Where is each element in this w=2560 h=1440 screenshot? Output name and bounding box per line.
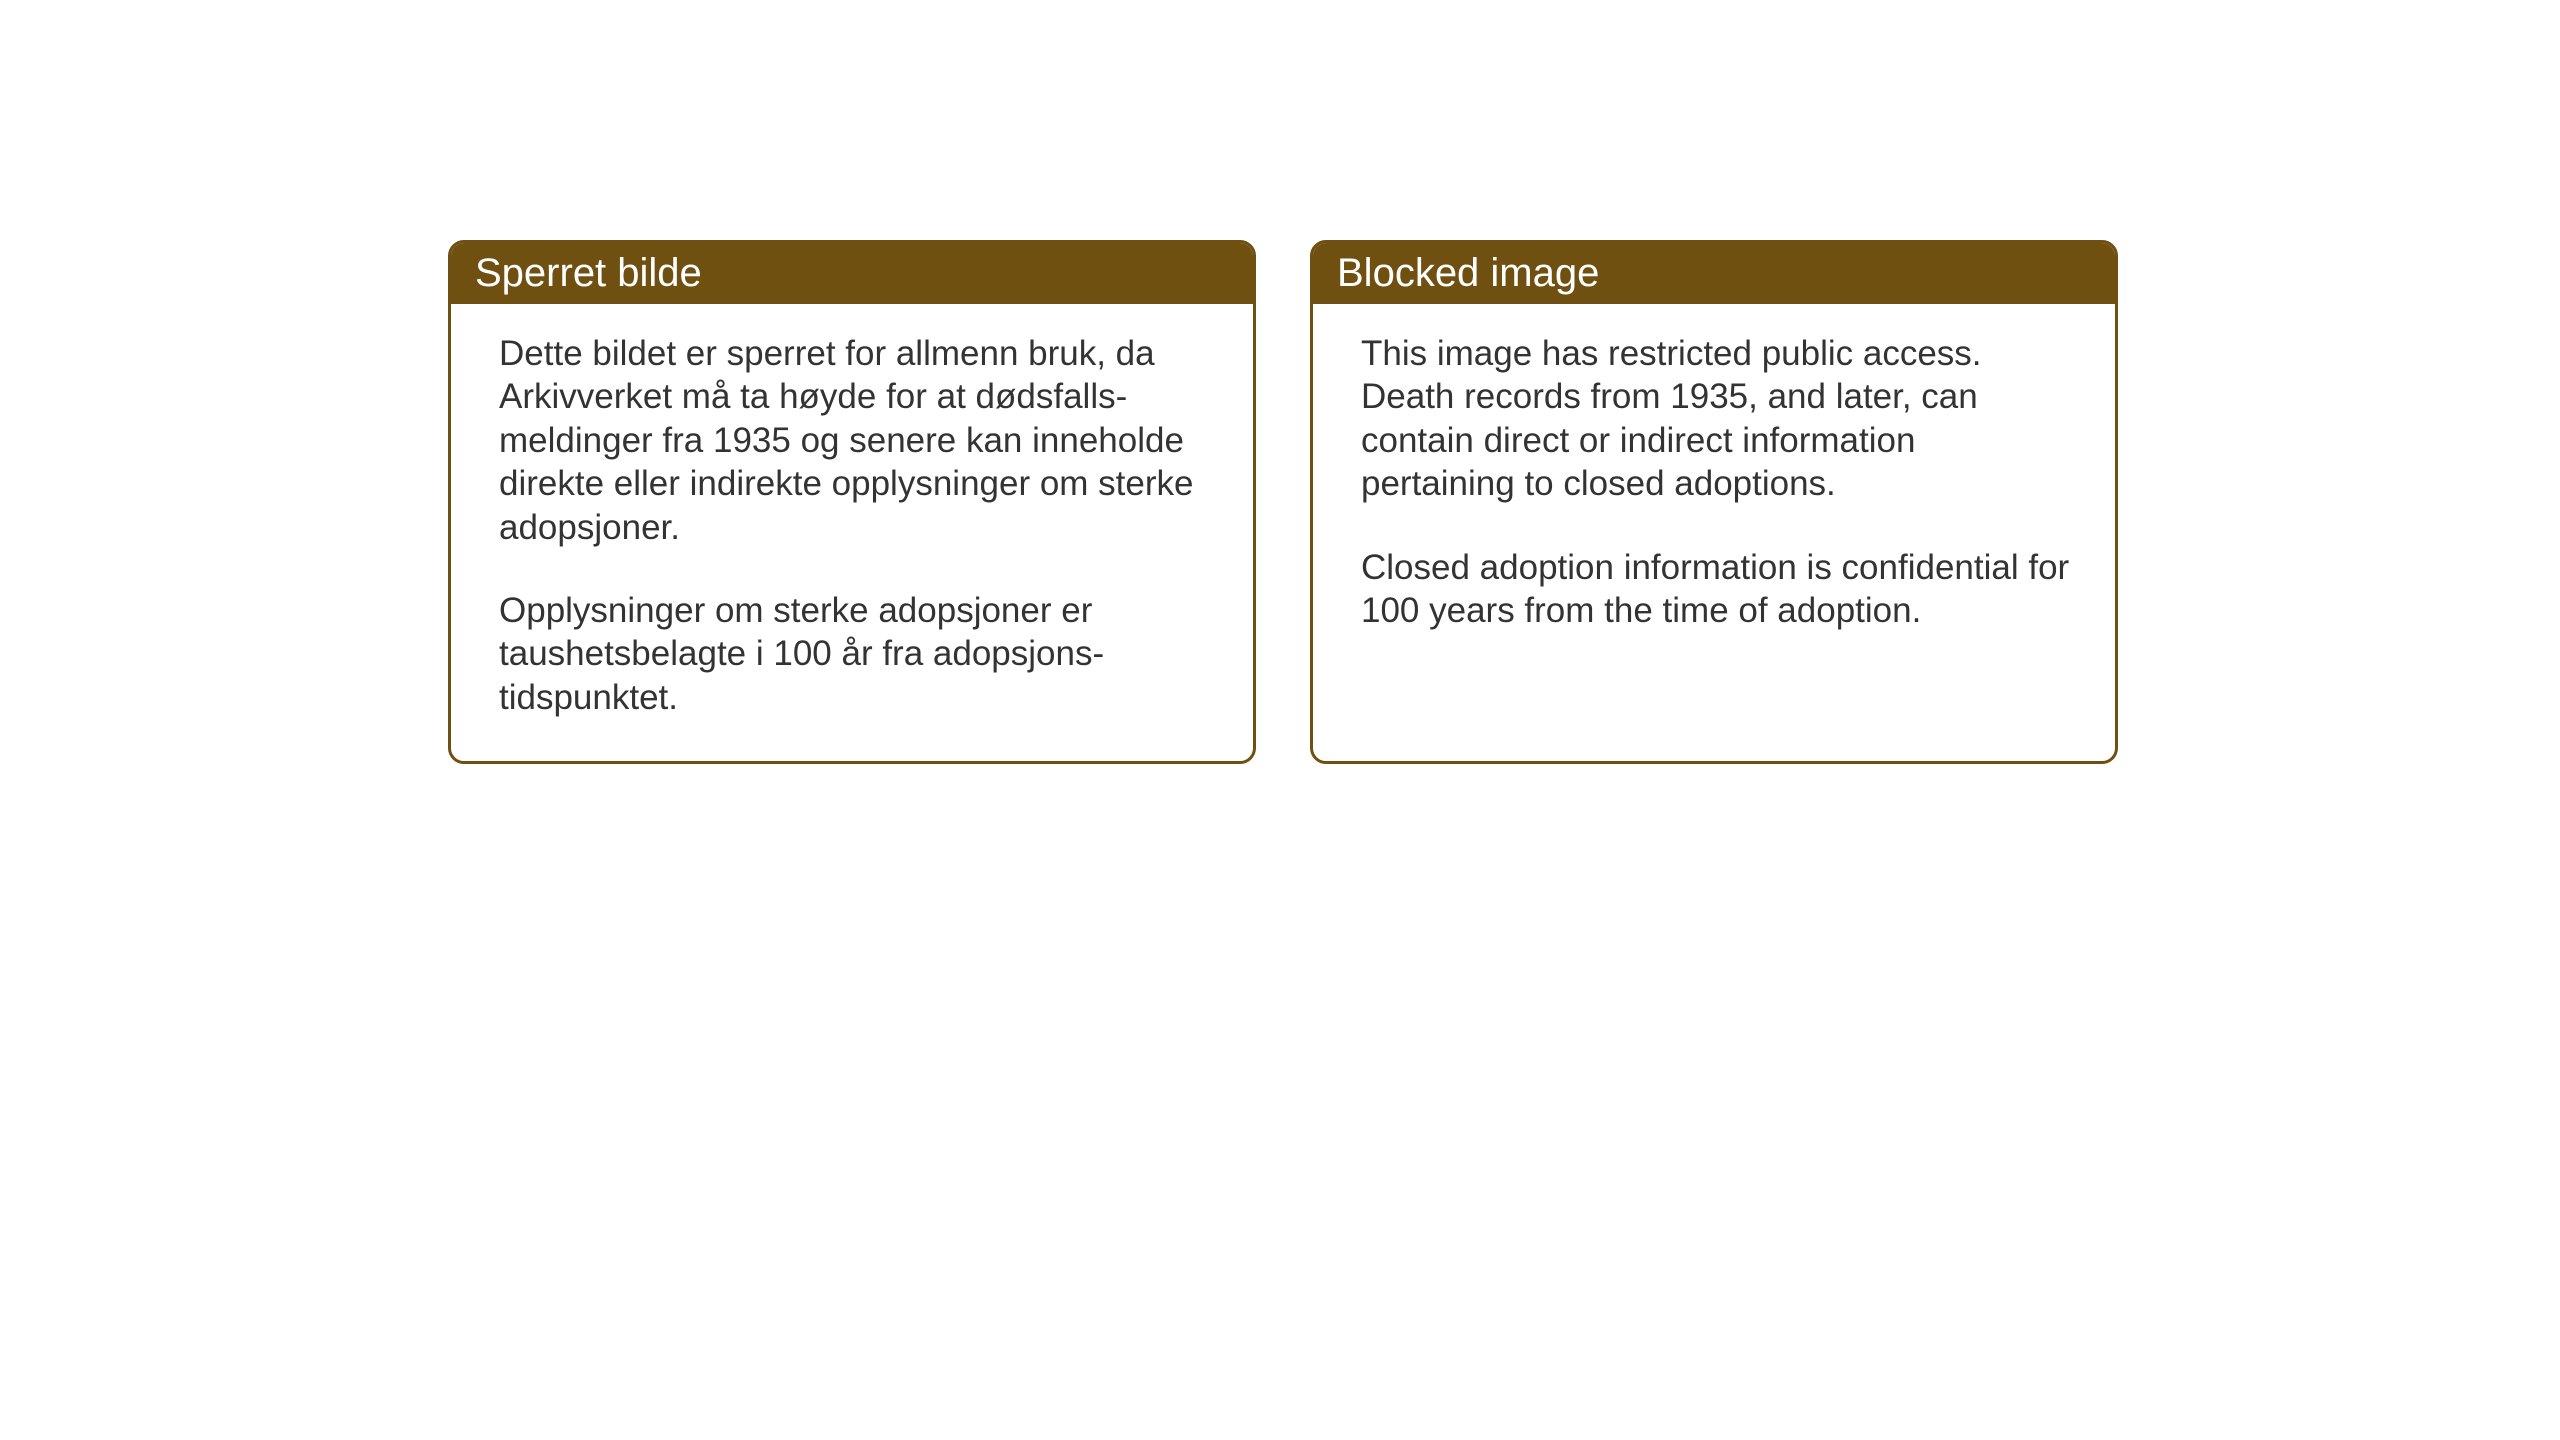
norwegian-paragraph-2: Opplysninger om sterke adopsjoner er tau… <box>499 589 1213 719</box>
english-paragraph-2: Closed adoption information is confident… <box>1361 546 2075 633</box>
norwegian-notice-box: Sperret bilde Dette bildet er sperret fo… <box>448 240 1256 764</box>
norwegian-paragraph-1: Dette bildet er sperret for allmenn bruk… <box>499 332 1213 549</box>
norwegian-notice-title: Sperret bilde <box>451 243 1253 304</box>
notice-container: Sperret bilde Dette bildet er sperret fo… <box>448 240 2118 764</box>
english-notice-box: Blocked image This image has restricted … <box>1310 240 2118 764</box>
norwegian-notice-body: Dette bildet er sperret for allmenn bruk… <box>451 304 1253 761</box>
english-notice-title: Blocked image <box>1313 243 2115 304</box>
english-paragraph-1: This image has restricted public access.… <box>1361 332 2075 506</box>
english-notice-body: This image has restricted public access.… <box>1313 304 2115 674</box>
